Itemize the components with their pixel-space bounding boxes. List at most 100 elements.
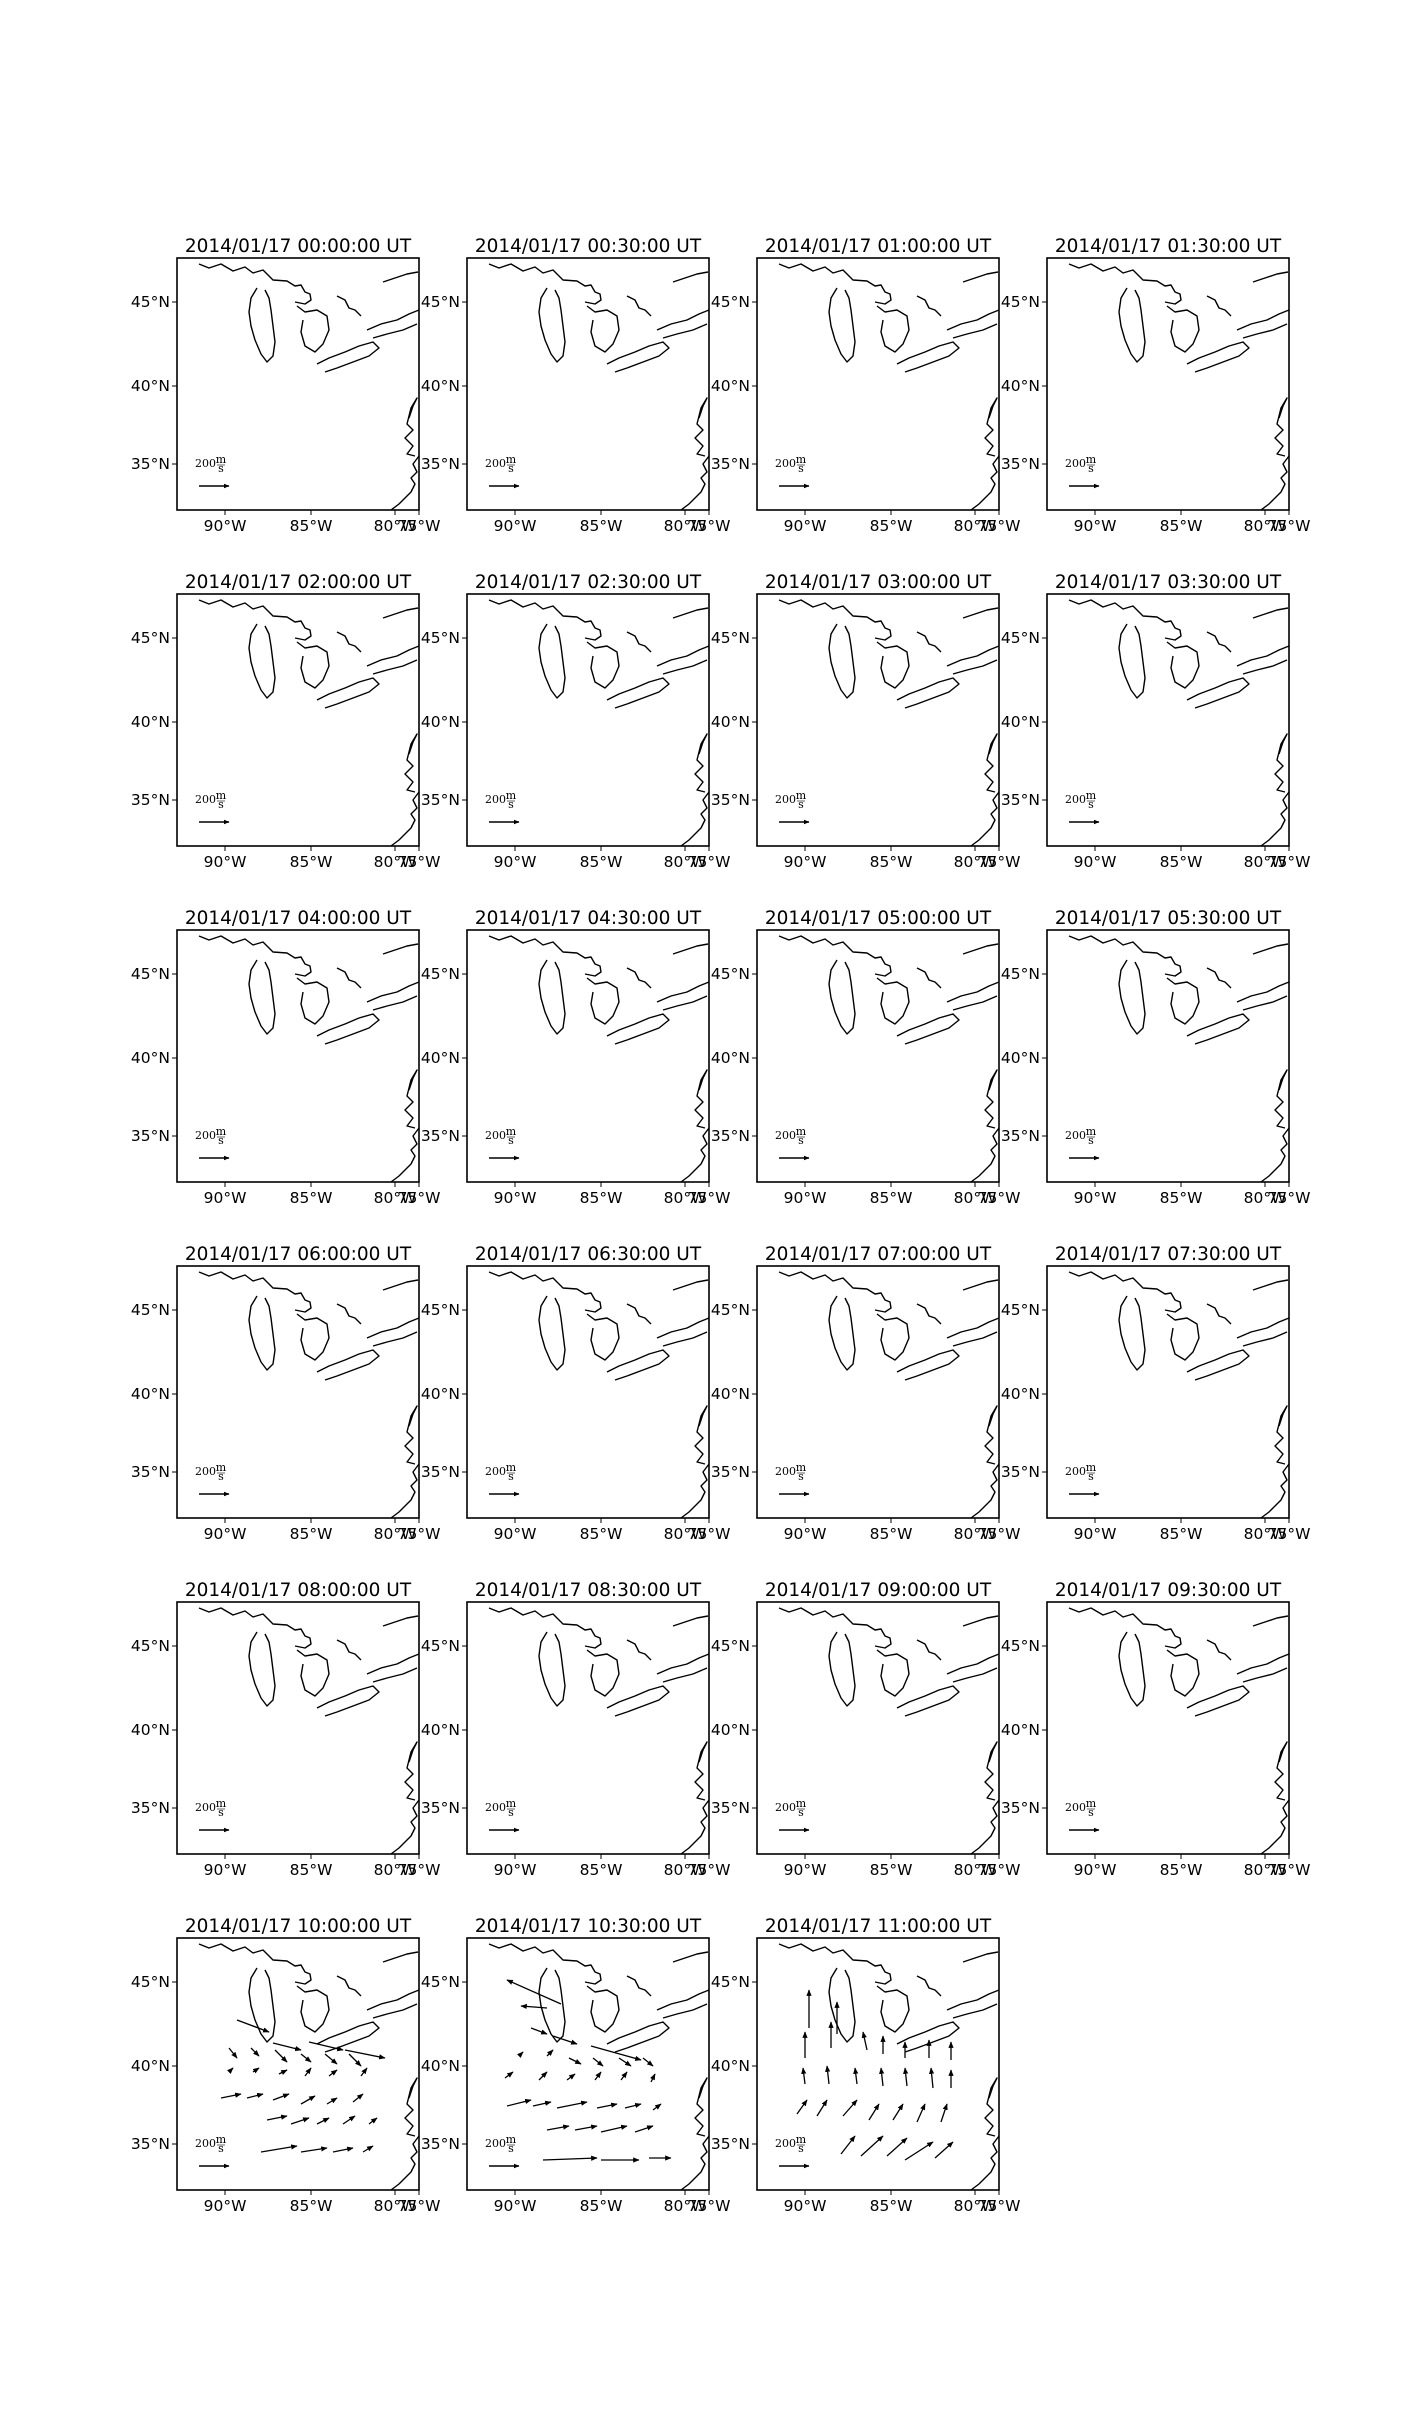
wind-vector: [300, 2053, 312, 2063]
scale-key: 200 ms: [195, 1797, 230, 1833]
coastline-path: [198, 263, 312, 305]
coastline-path: [1252, 943, 1289, 955]
wind-vector: [861, 2031, 868, 2051]
lat-tick-label: 45°N: [131, 629, 170, 647]
coastline-path: [672, 271, 709, 283]
scale-value: 200: [775, 1129, 796, 1142]
coastline-path: [1274, 397, 1288, 457]
wind-vector: [348, 2053, 362, 2067]
coastline-path: [1274, 1069, 1288, 1129]
wind-vector: [842, 2099, 858, 2117]
panel-title: 2014/01/17 10:30:00 UT: [475, 1916, 702, 1937]
lat-tick-label: 45°N: [1001, 629, 1040, 647]
map-frame: [176, 257, 420, 511]
coastline-path: [1206, 631, 1232, 653]
lon-tick-label: 85°W: [870, 2197, 913, 2215]
coastline-path: [1252, 1615, 1289, 1627]
lon-tick-label: 90°W: [1074, 1525, 1117, 1543]
coastline-path: [952, 2003, 998, 2019]
panel-title: 2014/01/17 08:30:00 UT: [475, 1580, 702, 1601]
wind-vector: [652, 2103, 662, 2111]
scale-unit-num: m: [1086, 453, 1097, 466]
wind-vector: [825, 2065, 831, 2085]
lon-tick-label: 90°W: [1074, 1861, 1117, 1879]
map-panel: 2014/01/17 07:30:00 UT 45°N 40°N 35°N 90°W 85…: [1001, 1244, 1310, 1543]
coastline-path: [1242, 659, 1288, 675]
scale-value: 200: [775, 2137, 796, 2150]
scale-unit-num: m: [216, 453, 227, 466]
lat-tick-label: 45°N: [131, 1637, 170, 1655]
coastline-path: [248, 1967, 276, 2043]
scale-key: 200 ms: [195, 1125, 230, 1161]
coastline: [778, 1943, 1000, 2191]
wind-vector: [517, 2051, 524, 2058]
panel-title: 2014/01/17 02:00:00 UT: [185, 572, 412, 593]
coastline-path: [1186, 341, 1250, 373]
coastline: [778, 935, 1000, 1183]
coastline-path: [984, 2077, 998, 2137]
coastline-path: [296, 1649, 330, 1697]
lon-tick-label: 90°W: [784, 1525, 827, 1543]
coastline-path: [404, 1741, 418, 1801]
coastline-path: [316, 1013, 380, 1045]
coastline-path: [538, 1631, 566, 1707]
panel-title: 2014/01/17 09:00:00 UT: [765, 1580, 992, 1601]
coastline-path: [962, 1279, 999, 1291]
wind-vector: [260, 2144, 298, 2153]
coastline-path: [1118, 959, 1146, 1035]
lat-tick-label: 35°N: [1001, 791, 1040, 809]
coastline-path: [1118, 1631, 1146, 1707]
coastline-path: [1068, 263, 1182, 305]
lat-tick-label: 45°N: [421, 965, 460, 983]
wind-vector: [332, 2146, 354, 2153]
coastline-path: [828, 1967, 856, 2043]
coastline-path: [1186, 677, 1250, 709]
lon-tick-label: 80°W: [664, 1861, 707, 1879]
lat-tick-label: 45°N: [711, 293, 750, 311]
lon-tick-label: 90°W: [204, 2197, 247, 2215]
panel-title: 2014/01/17 10:00:00 UT: [185, 1916, 412, 1937]
lon-tick-label: 75°W: [398, 517, 441, 535]
scale-key: 200 ms: [1065, 1797, 1100, 1833]
wind-vector: [504, 2071, 514, 2079]
coastline-path: [488, 1607, 602, 1649]
wind-vector: [326, 2097, 338, 2105]
scale-unit-den: s: [508, 462, 514, 475]
coastline-path: [952, 995, 998, 1011]
scale-unit-num: m: [216, 1125, 227, 1138]
map-panel: 2014/01/17 00:30:00 UT 45°N 40°N 35°N 90°W 85…: [421, 236, 730, 535]
panel-title: 2014/01/17 00:00:00 UT: [185, 236, 412, 257]
lat-tick-label: 35°N: [131, 1127, 170, 1145]
map-frame: [176, 1265, 420, 1519]
coastline-path: [296, 641, 330, 689]
wind-vector: [650, 2073, 656, 2083]
scale-unit-num: m: [796, 1125, 807, 1138]
lat-tick-label: 40°N: [421, 1721, 460, 1739]
lat-tick-label: 35°N: [421, 455, 460, 473]
scale-key: 200 ms: [1065, 1461, 1100, 1497]
coastline-path: [1118, 287, 1146, 363]
coastline: [488, 599, 710, 847]
coastline-path: [896, 2021, 960, 2053]
scale-value: 200: [485, 1801, 506, 1814]
scale-unit-den: s: [218, 1470, 224, 1483]
lon-tick-label: 80°W: [374, 1861, 417, 1879]
coastline-path: [916, 1639, 942, 1661]
coastline-path: [488, 599, 602, 641]
wind-vector: [903, 2067, 909, 2087]
coastline-path: [962, 943, 999, 955]
coastline-path: [372, 323, 418, 339]
wind-vector: [324, 2053, 338, 2065]
coastline-path: [1166, 641, 1200, 689]
coastline-path: [828, 1631, 856, 1707]
wind-vector: [566, 2073, 576, 2081]
coastline: [488, 1271, 710, 1519]
coastline-path: [1166, 305, 1200, 353]
lon-tick-label: 80°W: [374, 1189, 417, 1207]
scale-unit-num: m: [506, 1461, 517, 1474]
map-frame: [466, 1265, 710, 1519]
coastline-path: [390, 1127, 420, 1183]
coastline: [198, 599, 420, 847]
lat-tick-label: 35°N: [131, 1799, 170, 1817]
coastline-path: [1118, 623, 1146, 699]
